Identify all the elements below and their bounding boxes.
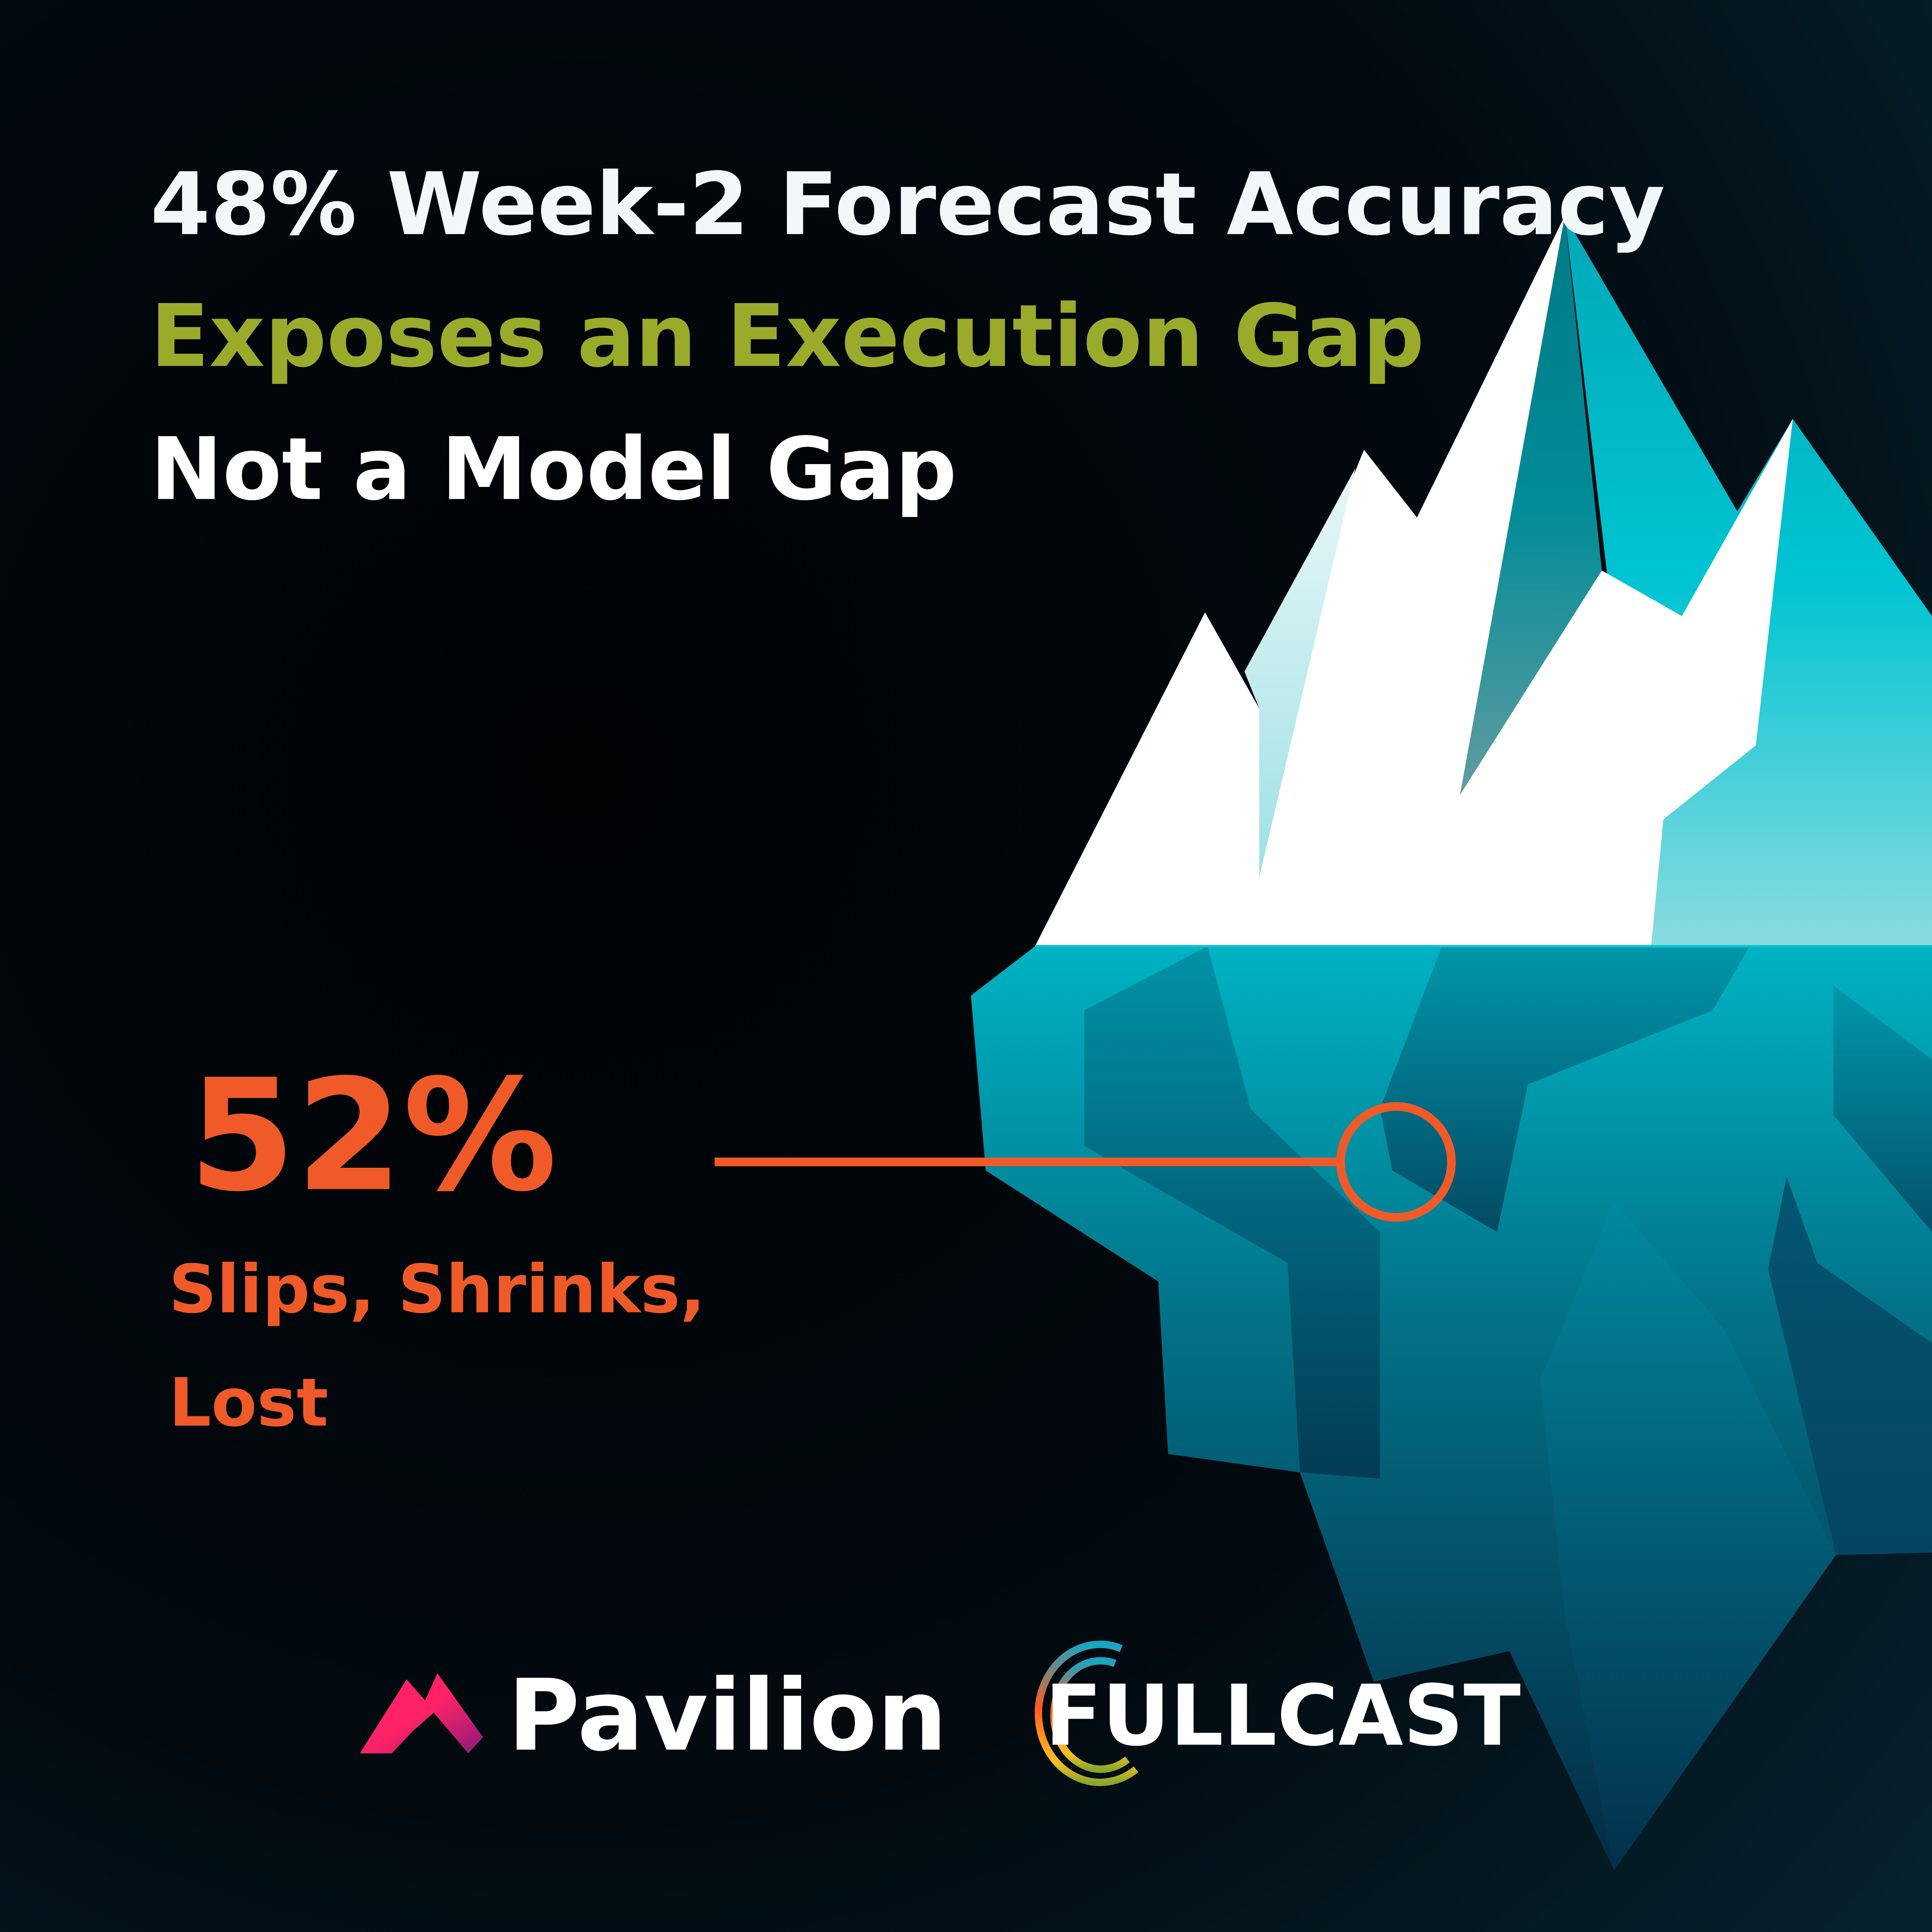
headline: 48% Week-2 Forecast Accuracy Exposes an … bbox=[150, 155, 1665, 519]
pavilion-wordmark: Pavilion bbox=[507, 1659, 947, 1773]
iceberg-facet bbox=[1084, 946, 1380, 1479]
iceberg-facet bbox=[1768, 1176, 1932, 1555]
iceberg-facet bbox=[1380, 946, 1750, 1232]
fullcast-wordmark: FULLCAST bbox=[1045, 1668, 1521, 1765]
waterline bbox=[1035, 945, 1932, 948]
fullcast-logo: FULLCAST bbox=[1035, 1640, 1521, 1786]
stat-label-line-1: Slips, Shrinks, bbox=[169, 1250, 705, 1328]
stat-value: 52% bbox=[188, 1046, 557, 1225]
iceberg-light-face bbox=[1460, 216, 1602, 795]
pavilion-logo: Pavilion bbox=[360, 1659, 947, 1773]
iceberg-white-face bbox=[1035, 216, 1793, 947]
iceberg-illustration bbox=[971, 216, 1932, 1871]
iceberg-light-face bbox=[1244, 468, 1355, 878]
stat-label-line-2: Lost bbox=[169, 1364, 328, 1441]
stat-callout: 52% Slips, Shrinks, Lost bbox=[169, 1046, 1456, 1441]
fullcast-ring-icon bbox=[1035, 1640, 1139, 1786]
callout-marker-icon bbox=[1336, 1102, 1456, 1222]
iceberg-facet bbox=[1833, 985, 1932, 1232]
headline-line-3: Not a Model Gap bbox=[150, 419, 957, 519]
headline-line-1: 48% Week-2 Forecast Accuracy bbox=[150, 155, 1665, 255]
headline-line-2: Exposes an Execution Gap bbox=[150, 286, 1425, 386]
pavilion-logo-icon bbox=[360, 1673, 483, 1753]
iceberg-facet bbox=[1540, 1201, 1836, 1871]
